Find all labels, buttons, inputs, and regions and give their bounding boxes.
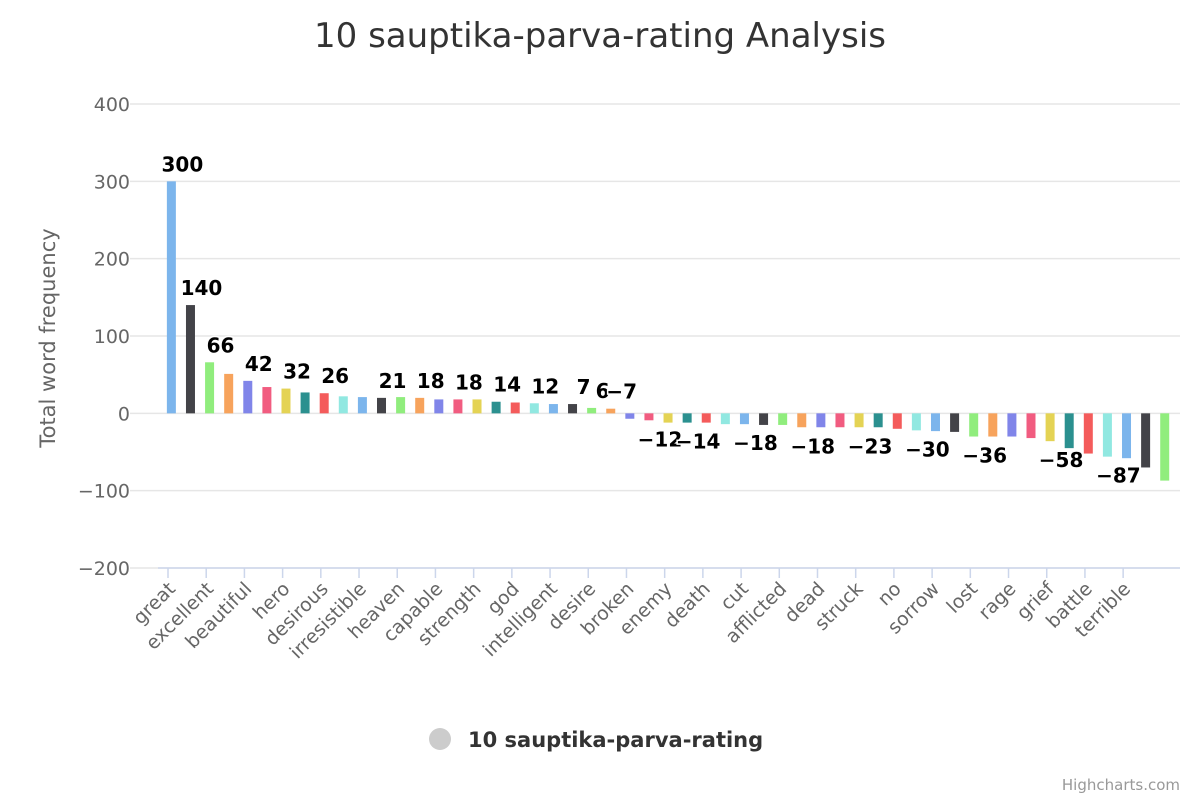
bar[interactable] <box>835 413 845 428</box>
bar[interactable] <box>472 399 482 414</box>
bar[interactable] <box>873 413 883 428</box>
y-axis-title: Total word frequency <box>36 228 60 448</box>
bar[interactable] <box>415 397 425 414</box>
bar[interactable] <box>1026 413 1036 439</box>
data-label: −87 <box>1096 464 1141 488</box>
bar[interactable] <box>1083 413 1093 454</box>
bar[interactable] <box>663 413 673 423</box>
data-label: −18 <box>733 431 778 455</box>
legend-label[interactable]: 10 sauptika-parva-rating <box>468 728 763 752</box>
y-tick-label: 200 <box>94 249 130 271</box>
data-label: −30 <box>905 437 950 461</box>
bar[interactable] <box>1007 413 1017 437</box>
y-axis-ticks: 400 300 200 100 0 −100 −200 <box>78 94 130 580</box>
data-label: 18 <box>417 369 445 393</box>
bar[interactable] <box>911 413 921 431</box>
data-label: −18 <box>790 434 835 458</box>
data-label: 300 <box>161 152 203 176</box>
bar[interactable] <box>1102 413 1112 457</box>
bar[interactable] <box>434 399 444 414</box>
bar[interactable] <box>185 305 195 414</box>
credits-link[interactable]: Highcharts.com <box>1062 776 1180 794</box>
x-axis: greatexcellentbeautifulherodesirousirres… <box>129 567 1180 663</box>
data-label: 7 <box>577 375 591 399</box>
bar[interactable] <box>816 413 826 428</box>
y-tick-label: 100 <box>94 326 130 348</box>
bar[interactable] <box>759 413 769 425</box>
bar[interactable] <box>548 404 558 414</box>
bar[interactable] <box>377 397 387 414</box>
bar[interactable] <box>1141 413 1151 468</box>
bar[interactable] <box>682 413 692 423</box>
data-label: 26 <box>321 364 349 388</box>
data-label: 140 <box>181 276 223 300</box>
bar[interactable] <box>205 362 215 414</box>
bar[interactable] <box>625 413 635 419</box>
bar[interactable] <box>720 413 730 425</box>
bar[interactable] <box>357 397 367 414</box>
bar[interactable] <box>166 181 176 414</box>
bar[interactable] <box>778 413 788 425</box>
bar[interactable] <box>930 413 940 432</box>
data-label: 14 <box>493 373 521 397</box>
bar[interactable] <box>988 413 998 437</box>
bar[interactable] <box>491 401 501 414</box>
bar[interactable] <box>224 373 234 414</box>
data-label: 6 <box>596 379 610 403</box>
bar[interactable] <box>854 413 864 428</box>
data-label: −36 <box>962 444 1007 468</box>
x-tick-label: rage <box>974 578 1020 624</box>
data-label: −23 <box>848 434 893 458</box>
bar[interactable] <box>396 397 406 414</box>
y-tick-label: 0 <box>118 403 130 425</box>
data-label: 21 <box>379 369 407 393</box>
bar[interactable] <box>243 380 253 414</box>
bar[interactable] <box>300 392 310 414</box>
bar[interactable] <box>1064 413 1074 449</box>
data-label: −58 <box>1039 448 1084 472</box>
data-label: −7 <box>606 380 637 404</box>
y-tick-label: 400 <box>94 94 130 116</box>
bar[interactable] <box>529 403 539 414</box>
bar[interactable] <box>950 413 960 432</box>
bars <box>166 181 1170 481</box>
bar[interactable] <box>338 396 348 414</box>
bar[interactable] <box>606 408 616 414</box>
y-tick-label: 300 <box>94 171 130 193</box>
legend[interactable]: 10 sauptika-parva-rating <box>429 728 763 752</box>
y-tick-label: −200 <box>78 558 130 580</box>
data-label: 18 <box>455 370 483 394</box>
bar[interactable] <box>1045 413 1055 442</box>
bar[interactable] <box>739 413 749 425</box>
bar[interactable] <box>281 388 291 414</box>
bar[interactable] <box>701 413 711 423</box>
chart-title: 10 sauptika-parva-rating Analysis <box>314 16 886 56</box>
bar[interactable] <box>969 413 979 437</box>
data-label: 32 <box>283 360 311 384</box>
data-label: 42 <box>245 352 273 376</box>
bar[interactable] <box>587 407 597 414</box>
legend-marker-icon[interactable] <box>429 728 451 750</box>
data-label: −14 <box>676 430 721 454</box>
bar[interactable] <box>453 399 463 414</box>
y-tick-label: −100 <box>78 481 130 503</box>
bar[interactable] <box>1160 413 1170 481</box>
bar[interactable] <box>892 413 902 429</box>
bar[interactable] <box>319 393 329 414</box>
bar[interactable] <box>1122 413 1132 459</box>
bar[interactable] <box>797 413 807 428</box>
data-label: −12 <box>638 427 683 451</box>
data-labels: 300 140 66 42 32 26 21 18 18 14 12 7 6−7−12−14 −18 −18… <box>160 151 1142 489</box>
grid <box>130 103 1180 569</box>
bar[interactable] <box>568 404 578 414</box>
bar[interactable] <box>510 402 520 414</box>
bar[interactable] <box>262 387 272 414</box>
data-label: 12 <box>531 374 559 398</box>
data-label: 66 <box>207 333 235 357</box>
bar[interactable] <box>644 413 654 421</box>
